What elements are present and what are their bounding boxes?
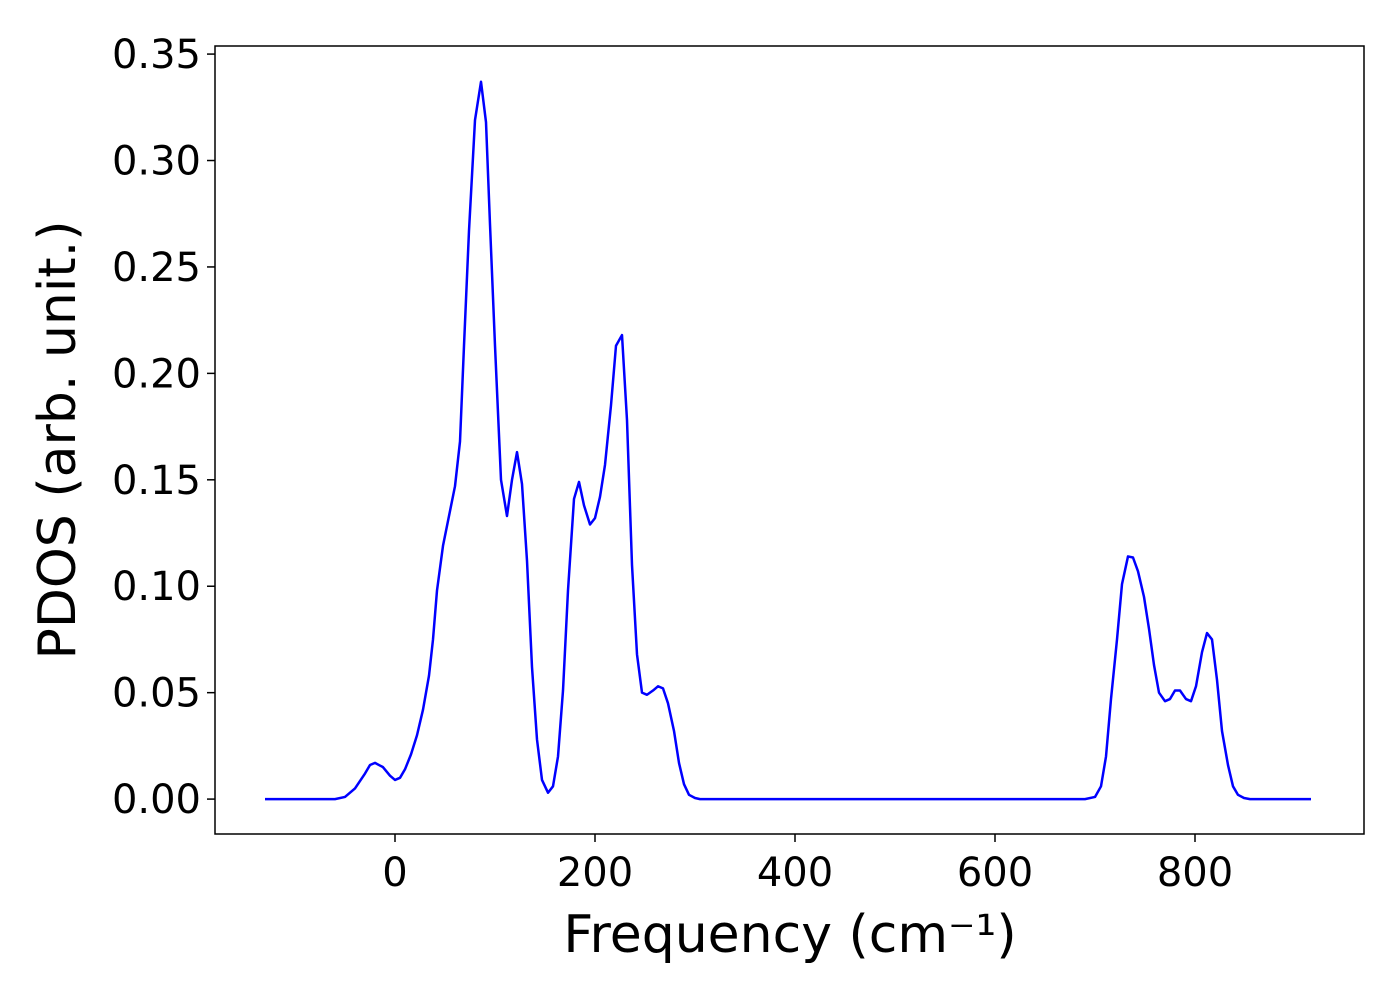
x-axis-label: Frequency (cm⁻¹) [563,905,1016,965]
x-tick-label: 0 [382,850,407,896]
x-tick-label: 200 [557,850,633,896]
x-tick-label: 800 [1157,850,1233,896]
y-tick-label: 0.00 [112,777,201,823]
y-tick-label: 0.35 [112,32,201,78]
y-tick-label: 0.25 [112,245,201,291]
y-tick-label: 0.10 [112,564,201,610]
plot-frame [214,45,1365,835]
y-tick-label: 0.30 [112,139,201,185]
y-tick-label: 0.15 [112,458,201,504]
x-tick-label: 400 [757,850,833,896]
y-tick-label: 0.05 [112,671,201,717]
data-line [265,80,1311,801]
x-tick-label: 600 [957,850,1033,896]
y-tick-label: 0.20 [112,351,201,397]
y-axis-label: PDOS (arb. unit.) [28,220,88,659]
